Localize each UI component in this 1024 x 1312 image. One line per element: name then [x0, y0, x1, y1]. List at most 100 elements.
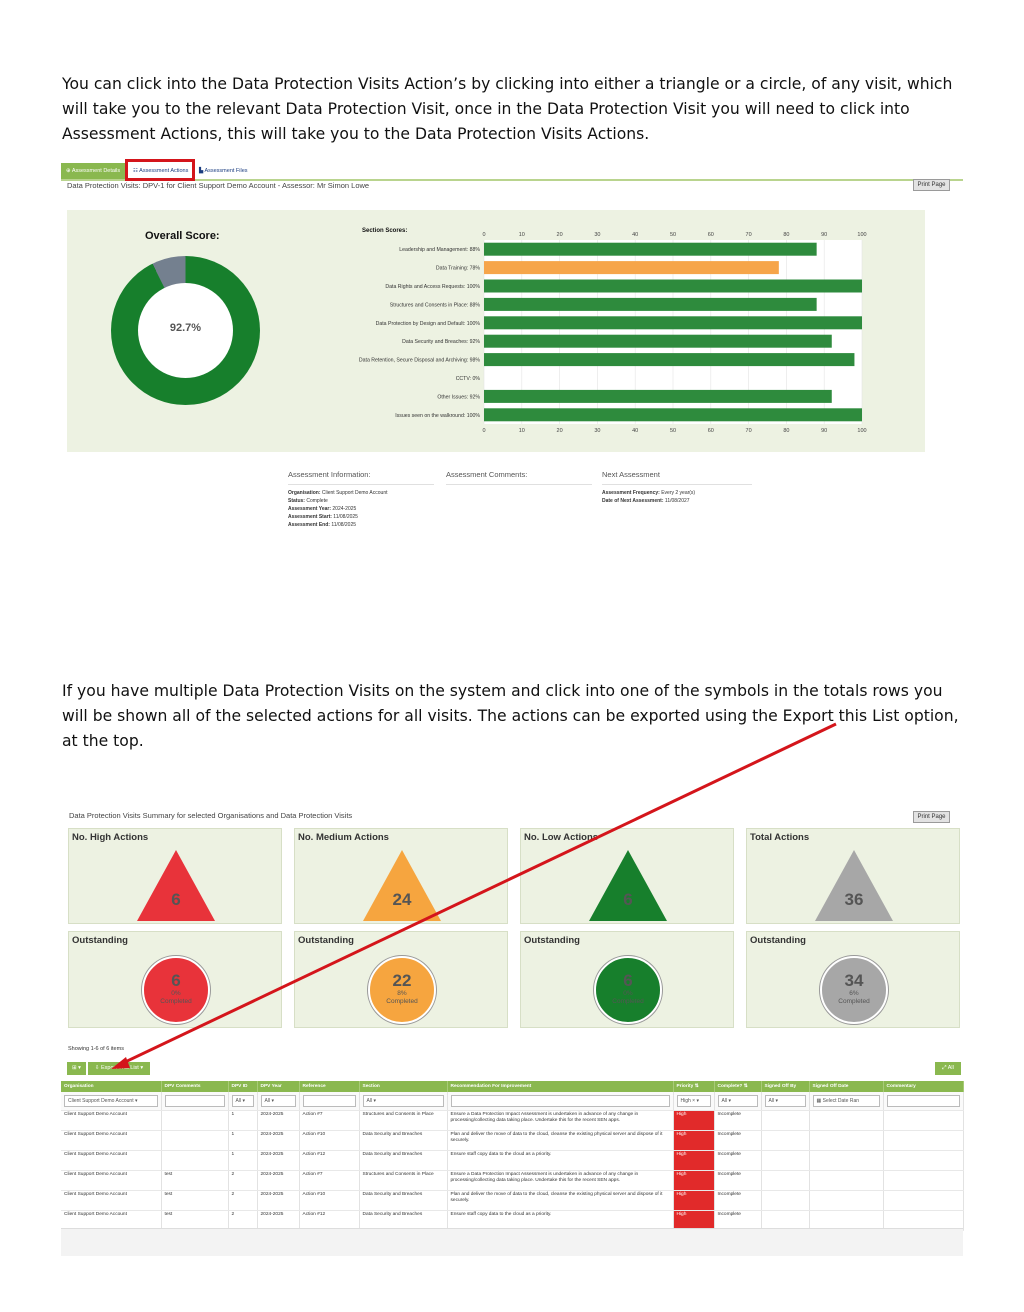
column-header[interactable]: DPV Year	[257, 1081, 300, 1092]
x-tick-label: 0	[482, 428, 485, 434]
outstanding-circle-icon[interactable]: 6 0% Completed	[142, 956, 210, 1024]
print-page-button[interactable]: Print Page	[913, 811, 950, 823]
category-label: Other Issues: 92%	[437, 394, 480, 400]
table-cell: test	[161, 1190, 229, 1211]
high-actions-panel[interactable]: No. High Actions 6	[68, 828, 282, 924]
column-header[interactable]: Organisation	[61, 1081, 162, 1092]
print-page-button[interactable]: Print Page	[913, 179, 950, 191]
column-header[interactable]: Priority ⇅	[673, 1081, 715, 1092]
filter-cell	[299, 1092, 360, 1111]
outstanding-medium-panel[interactable]: Outstanding 22 8% Completed	[294, 931, 508, 1028]
table-cell	[809, 1150, 884, 1171]
table-cell	[161, 1130, 229, 1151]
x-tick-label: 10	[519, 232, 525, 238]
second-paragraph: If you have multiple Data Protection Vis…	[62, 682, 959, 750]
complete-filter[interactable]: All ▾	[717, 1095, 758, 1107]
table-cell	[161, 1110, 229, 1131]
column-header[interactable]: Signed Off Date	[809, 1081, 884, 1092]
low-actions-panel[interactable]: No. Low Actions 6	[520, 828, 734, 924]
summary-subtitle: Data Protection Visits Summary for selec…	[69, 811, 353, 820]
commentary-filter[interactable]	[886, 1095, 960, 1107]
table-cell: Ensure a Data Protection Impact Assessme…	[447, 1110, 674, 1131]
outstanding-circle-icon[interactable]: 6 0% Completed	[594, 956, 662, 1024]
outstanding-total-panel[interactable]: Outstanding 34 6% Completed	[746, 931, 960, 1028]
column-header[interactable]: Reference	[299, 1081, 360, 1092]
table-cell: Action #10	[299, 1190, 360, 1211]
highlight-box	[125, 159, 195, 181]
donut-hole: 92.7%	[138, 283, 233, 378]
actions-table: Organisation DPV Comments DPV ID DPV Yea…	[61, 1081, 964, 1231]
table-cell: 2024-2025	[257, 1110, 300, 1131]
low-actions-triangle-icon[interactable]: 6	[521, 829, 735, 925]
filter-cell: Client Support Demo Account ▾	[61, 1092, 162, 1111]
circle-count: 6	[171, 971, 181, 990]
table-cell	[883, 1110, 964, 1131]
recommendation-filter[interactable]	[450, 1095, 670, 1107]
table-row[interactable]: Client Support Demo Account 1 2024-2025 Act…	[61, 1150, 964, 1171]
table-cell: Client Support Demo Account	[61, 1130, 162, 1151]
category-label: Data Protection by Design and Default: 1…	[376, 321, 481, 327]
signed-off-date-filter[interactable]: ▦ Select Date Ran	[812, 1095, 880, 1107]
dpv-year-filter[interactable]: All ▾	[260, 1095, 296, 1107]
column-header[interactable]: Complete? ⇅	[714, 1081, 762, 1092]
table-row[interactable]: Client Support Demo Account test 2 2024-202…	[61, 1170, 964, 1191]
column-header[interactable]: DPV ID	[228, 1081, 258, 1092]
section-scores-chart: 0 0 10 10 20 20 30 30 40 40 50 50 60 60 70 70 80 80 90 90 10…	[359, 232, 867, 434]
table-footer	[61, 1228, 963, 1256]
filter-cell: High × ▾	[673, 1092, 715, 1111]
year-value: 2024-2025	[332, 506, 357, 512]
column-header[interactable]: Recommendation For Improvement	[447, 1081, 674, 1092]
table-cell: Action #7	[299, 1110, 360, 1131]
dpv-id-filter[interactable]: All ▾	[231, 1095, 254, 1107]
triangle-count: 6	[171, 890, 180, 909]
show-all-button[interactable]: ⤢ All	[935, 1062, 961, 1075]
grid-menu-button[interactable]: ⊞ ▾	[67, 1062, 86, 1075]
high-actions-triangle-icon[interactable]: 6	[69, 829, 283, 925]
column-header[interactable]: Signed Off By	[761, 1081, 810, 1092]
tab-assessment-files[interactable]: ▙ Assessment Files	[199, 168, 248, 174]
column-header[interactable]: Section	[359, 1081, 448, 1092]
table-cell: 2024-2025	[257, 1190, 300, 1211]
table-row[interactable]: Client Support Demo Account 1 2024-2025 Act…	[61, 1130, 964, 1151]
x-tick-label: 50	[670, 232, 676, 238]
table-row[interactable]: Client Support Demo Account 1 2024-2025 Act…	[61, 1110, 964, 1131]
section-filter[interactable]: All ▾	[362, 1095, 444, 1107]
category-label: Structures and Consents in Place: 88%	[390, 302, 481, 308]
medium-actions-panel[interactable]: No. Medium Actions 24	[294, 828, 508, 924]
table-cell: Action #12	[299, 1150, 360, 1171]
column-header[interactable]: DPV Comments	[161, 1081, 229, 1092]
outstanding-low-panel[interactable]: Outstanding 6 0% Completed	[520, 931, 734, 1028]
signed-off-by-filter[interactable]: All ▾	[764, 1095, 806, 1107]
tab-assessment-actions[interactable]: ☷ Assessment Actions	[133, 168, 189, 174]
outstanding-circle-icon[interactable]: 22 8% Completed	[368, 956, 436, 1024]
table-cell: Client Support Demo Account	[61, 1110, 162, 1131]
medium-actions-triangle-icon[interactable]: 24	[295, 829, 509, 925]
table-cell: Structures and Consents in Place	[359, 1110, 448, 1131]
table-cell	[761, 1150, 810, 1171]
tab-assessment-details[interactable]: ⊕ Assessment Details	[61, 163, 125, 179]
table-row[interactable]: Client Support Demo Account test 2 2024-202…	[61, 1190, 964, 1211]
total-actions-panel[interactable]: Total Actions 36	[746, 828, 960, 924]
circle-percent: 0%	[623, 990, 633, 997]
priority-filter[interactable]: High × ▾	[676, 1095, 711, 1107]
outstanding-high-panel[interactable]: Outstanding 6 0% Completed	[68, 931, 282, 1028]
table-row[interactable]: Client Support Demo Account test 2 2024-202…	[61, 1210, 964, 1231]
column-header[interactable]: Commentary	[883, 1081, 964, 1092]
table-cell	[761, 1190, 810, 1211]
bar	[484, 353, 855, 367]
reference-filter[interactable]	[302, 1095, 356, 1107]
overall-score-title: Overall Score:	[145, 230, 220, 242]
bar	[484, 316, 862, 330]
start-label: Assessment Start:	[288, 514, 332, 520]
table-cell: Data Security and Breaches	[359, 1130, 448, 1151]
table-cell: Plan and deliver the move of data to the…	[447, 1130, 674, 1151]
panel-title: Outstanding	[298, 935, 354, 946]
year-row: Assessment Year: 2024-2025	[288, 505, 434, 513]
total-actions-triangle-icon[interactable]: 36	[747, 829, 961, 925]
outstanding-circle-icon[interactable]: 34 6% Completed	[820, 956, 888, 1024]
comments-filter[interactable]	[164, 1095, 225, 1107]
x-tick-label: 70	[746, 232, 752, 238]
export-list-button[interactable]: ⇩ Export This List ▾	[88, 1062, 150, 1075]
circle-percent: 0%	[171, 990, 181, 997]
organisation-filter[interactable]: Client Support Demo Account ▾	[64, 1095, 158, 1107]
